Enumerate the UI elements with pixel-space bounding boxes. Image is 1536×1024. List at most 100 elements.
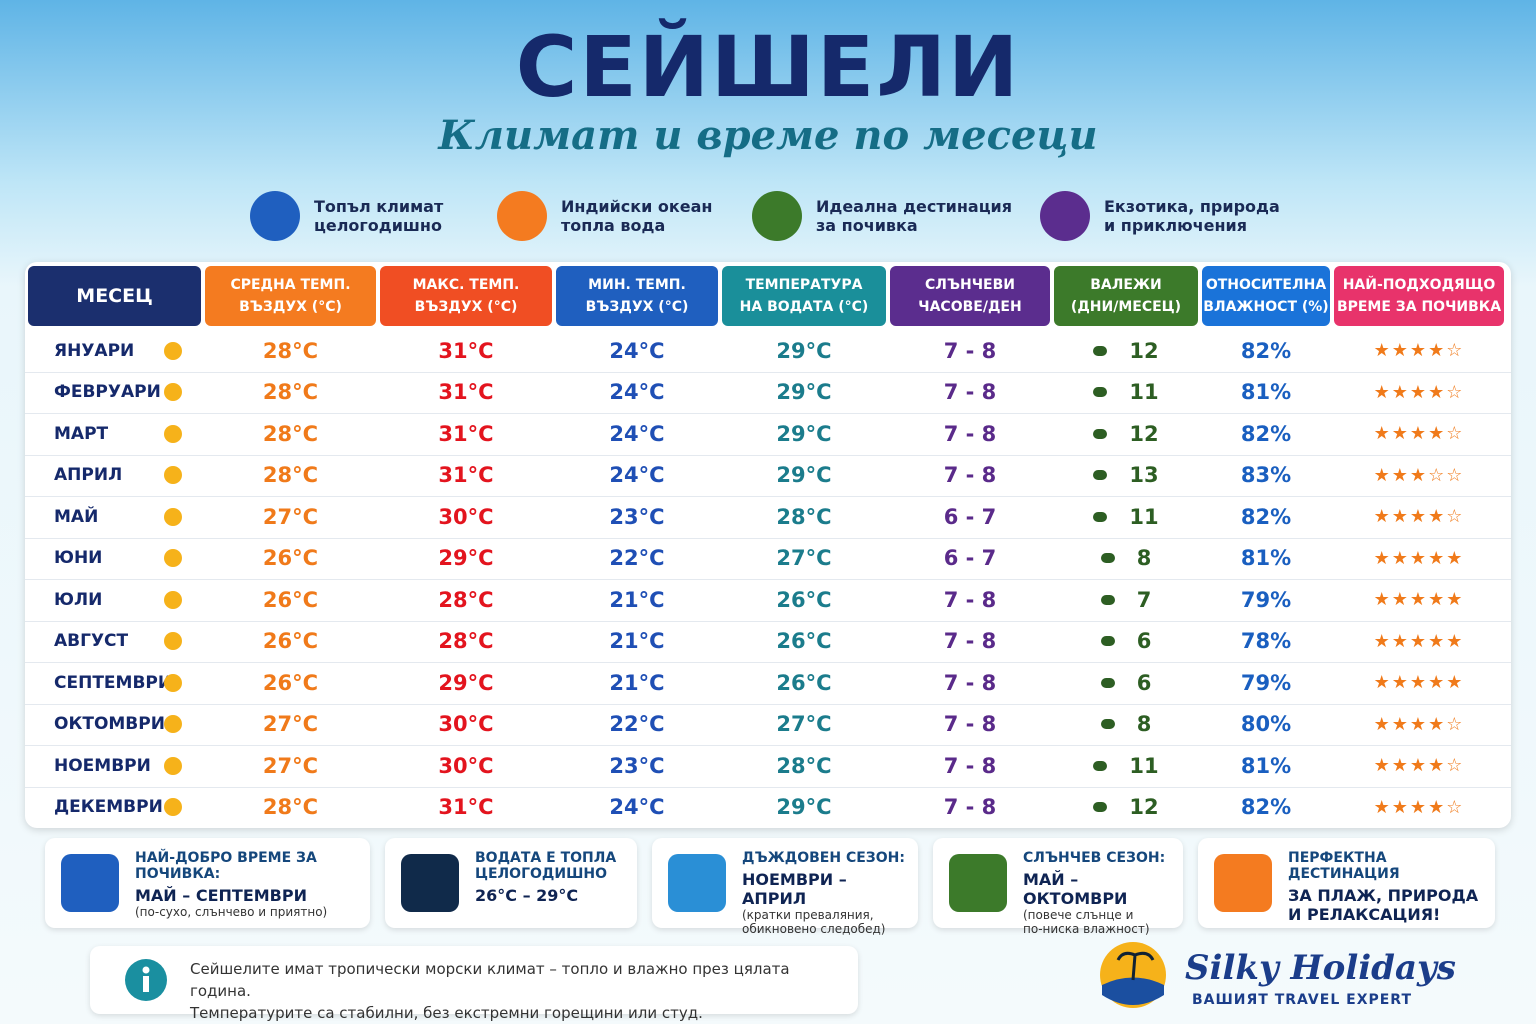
- info-card: ДЪЖДОВЕН СЕЗОН: НОЕМВРИ – АПРИЛ (кратки пр…: [652, 838, 918, 936]
- value-cell: 6: [1054, 621, 1198, 663]
- card-main: 26°C – 29°C: [475, 886, 579, 905]
- value-cell: 27°C: [205, 745, 376, 787]
- value-cell: 12: [1054, 787, 1198, 829]
- header-line: МИН. ТЕМП.: [588, 277, 686, 293]
- card-note: (кратки преваляния,: [742, 908, 874, 922]
- value-cell: 29°C: [722, 455, 886, 497]
- cell-text: 82%: [1240, 338, 1292, 363]
- column-header: МЕСЕЦ: [28, 266, 201, 326]
- card-note: обикновено следобед): [742, 922, 886, 936]
- cell-text: ЯНУАРИ: [54, 340, 135, 361]
- column-header: СРЕДНА ТЕМП. ВЪЗДУХ (°C): [205, 266, 376, 326]
- rain-icon: [1100, 677, 1115, 688]
- header-line: (ДНИ/МЕСЕЦ): [1070, 299, 1182, 315]
- cell-text: ★★★★★: [1373, 672, 1465, 694]
- value-cell: 31°C: [380, 787, 552, 829]
- cell-text: 6 - 7: [943, 504, 997, 529]
- value-cell: 7 - 8: [890, 787, 1050, 829]
- card-note: (повече слънце и: [1023, 908, 1134, 922]
- cell-text: 24°C: [609, 463, 665, 488]
- feature-line: Идеална дестинация: [816, 197, 1013, 216]
- cell-text: 28°C: [262, 338, 319, 363]
- column-header: ТЕМПЕРАТУРА НА ВОДАТА (°C): [722, 266, 886, 326]
- info-card: ПЕРФЕКТНА ДЕСТИНАЦИЯ ЗА ПЛАЖ, ПРИРОДА И Р…: [1198, 838, 1495, 928]
- value-cell: 29°C: [722, 413, 886, 455]
- cell-text: 27°C: [262, 753, 319, 778]
- info-icon: [125, 959, 167, 1001]
- cell-text: 6 - 7: [943, 546, 997, 571]
- month-cell: СЕПТЕМВРИ: [28, 662, 201, 704]
- cell-text: МАЙ: [54, 506, 99, 527]
- weather-icon: [164, 590, 182, 609]
- cell-text: 30°C: [438, 753, 494, 778]
- feature-line: целогодишно: [314, 216, 442, 235]
- rain-icon: [1093, 470, 1108, 481]
- value-cell: 29°C: [380, 538, 552, 580]
- cell-text: 31°C: [438, 380, 494, 405]
- month-cell: ЯНУАРИ: [28, 330, 201, 372]
- cell-text: 30°C: [438, 712, 494, 737]
- rain-icon: [1100, 719, 1115, 730]
- value-cell: 7 - 8: [890, 704, 1050, 746]
- feature-icon: [250, 191, 300, 241]
- value-cell: 31°C: [380, 330, 552, 372]
- cell-text: ★★★☆☆: [1373, 464, 1465, 486]
- header-line: ТЕМПЕРАТУРА: [745, 277, 863, 293]
- cell-text: 31°C: [438, 338, 494, 363]
- value-cell: 8: [1054, 538, 1198, 580]
- value-cell: 31°C: [380, 455, 552, 497]
- feature-line: Индийски океан: [561, 197, 713, 216]
- feature-line: за почивка: [816, 216, 918, 235]
- card-title: ДЪЖДОВЕН СЕЗОН:: [742, 850, 905, 866]
- cell-text: 26°C: [262, 629, 319, 654]
- value-cell: 30°C: [380, 704, 552, 746]
- value-cell: 7 - 8: [890, 455, 1050, 497]
- header-line: ВЪЗДУХ (°C): [239, 299, 342, 315]
- cell-text: 7 - 8: [943, 712, 997, 737]
- header-line: СЛЪНЧЕВИ: [924, 277, 1016, 293]
- weather-icon: [164, 424, 182, 443]
- value-cell: 30°C: [380, 745, 552, 787]
- cell-text: ДЕКЕМВРИ: [54, 797, 163, 818]
- cell-text: 29°C: [438, 670, 494, 695]
- cell-text: 81%: [1240, 380, 1292, 405]
- cell-text: 79%: [1240, 587, 1292, 612]
- header-line: НАЙ-ПОДХОДЯЩО: [1342, 277, 1496, 293]
- value-cell: 7 - 8: [890, 745, 1050, 787]
- value-cell: 7 - 8: [890, 662, 1050, 704]
- cell-text: 23°C: [609, 753, 665, 778]
- value-cell: 78%: [1202, 621, 1330, 663]
- value-cell: 27°C: [205, 704, 376, 746]
- value-cell: 26°C: [205, 579, 376, 621]
- value-cell: 26°C: [722, 621, 886, 663]
- value-cell: ★★★★☆: [1334, 787, 1504, 829]
- value-cell: 27°C: [722, 704, 886, 746]
- header-line: ВЛАЖНОСТ (%): [1203, 299, 1329, 315]
- cell-text: ЮЛИ: [54, 589, 103, 610]
- value-cell: 12: [1054, 413, 1198, 455]
- feature-text: Екзотика, природа и приключения: [1104, 197, 1280, 235]
- cell-text: 7 - 8: [943, 753, 997, 778]
- value-cell: 11: [1054, 745, 1198, 787]
- value-cell: 24°C: [556, 372, 718, 414]
- value-cell: 24°C: [556, 455, 718, 497]
- info-line: Сейшелите имат тропически морски климат …: [190, 960, 790, 1000]
- cell-text: 29°C: [776, 421, 832, 446]
- cell-text: ★★★★☆: [1373, 423, 1465, 445]
- card-title: СЛЪНЧЕВ СЕЗОН:: [1023, 850, 1166, 866]
- cell-text: 7 - 8: [943, 629, 997, 654]
- value-cell: 6 - 7: [890, 538, 1050, 580]
- cell-text: 79%: [1240, 670, 1292, 695]
- card-icon: [401, 854, 459, 912]
- card-main: НОЕМВРИ – АПРИЛ: [742, 870, 847, 908]
- card-note: по-ниска влажност): [1023, 922, 1150, 936]
- cell-text: 28°C: [262, 463, 319, 488]
- weather-icon: [164, 466, 182, 485]
- value-cell: 82%: [1202, 330, 1330, 372]
- cell-text: 11: [1129, 753, 1159, 778]
- value-cell: ★★★★☆: [1334, 413, 1504, 455]
- cell-text: 24°C: [609, 380, 665, 405]
- value-cell: ★★★★☆: [1334, 704, 1504, 746]
- header-line: ОТНОСИТЕЛНА: [1205, 277, 1327, 293]
- value-cell: 81%: [1202, 745, 1330, 787]
